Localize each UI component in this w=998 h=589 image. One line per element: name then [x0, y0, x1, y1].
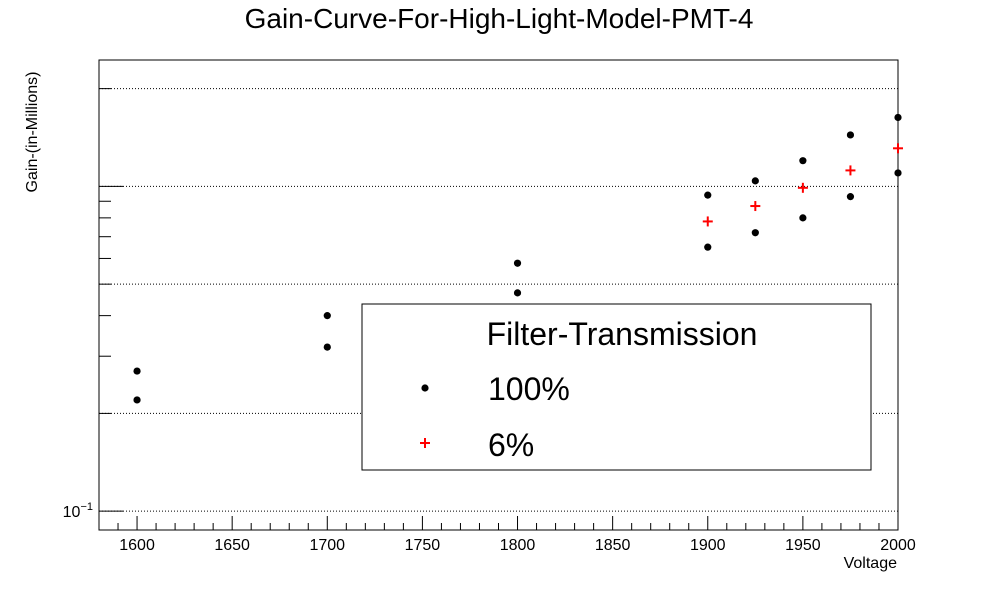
- y-axis: 10−1: [63, 88, 123, 521]
- legend-box: [361, 303, 872, 471]
- point-100pct: [894, 169, 902, 177]
- point-100pct: [323, 343, 331, 351]
- point-6pct: [845, 165, 856, 176]
- point-100pct: [846, 193, 855, 201]
- point-6pct: [797, 182, 808, 193]
- point-100pct: [133, 367, 141, 375]
- point-100pct: [133, 396, 141, 404]
- legend-marker-6pct: [420, 438, 430, 448]
- point-100pct: [799, 214, 807, 222]
- legend-label-100pct: 100%: [488, 371, 570, 407]
- x-tick-label: 2000: [880, 537, 916, 554]
- legend-header: Filter-Transmission: [487, 316, 758, 352]
- point-100pct: [846, 131, 855, 139]
- x-tick-label: 1800: [500, 537, 536, 554]
- x-tick-label: 1650: [214, 537, 250, 554]
- point-100pct: [799, 157, 807, 165]
- data-points: [133, 113, 903, 404]
- x-tick-label: 1950: [785, 537, 821, 554]
- x-tick-label: 1900: [690, 537, 726, 554]
- point-100pct: [704, 243, 712, 251]
- point-6pct: [702, 216, 713, 227]
- y-axis-title: Gain-(in-Millions): [24, 72, 41, 193]
- chart-title: Gain-Curve-For-High-Light-Model-PMT-4: [245, 3, 754, 34]
- point-100pct: [513, 259, 522, 267]
- point-100pct: [751, 229, 759, 237]
- x-tick-label: 1750: [405, 537, 441, 554]
- legend-label-6pct: 6%: [488, 427, 534, 463]
- legend: Filter-Transmission 100% 6%: [361, 303, 872, 471]
- point-6pct: [750, 201, 761, 212]
- point-100pct: [323, 312, 331, 320]
- x-axis-title: Voltage: [844, 555, 897, 572]
- x-axis: 1600 1650 1700 1750 1800 1850 1900 1950 2000: [98, 516, 916, 554]
- point-100pct: [751, 177, 759, 185]
- point-100pct: [704, 191, 712, 199]
- legend-marker-100pct: [421, 384, 429, 392]
- point-100pct: [894, 113, 902, 122]
- y-tick-label: 10−1: [63, 501, 93, 521]
- point-6pct: [893, 143, 903, 154]
- x-tick-label: 1700: [309, 537, 345, 554]
- x-tick-label: 1600: [119, 537, 155, 554]
- x-tick-label: 1850: [595, 537, 631, 554]
- point-100pct: [513, 289, 522, 297]
